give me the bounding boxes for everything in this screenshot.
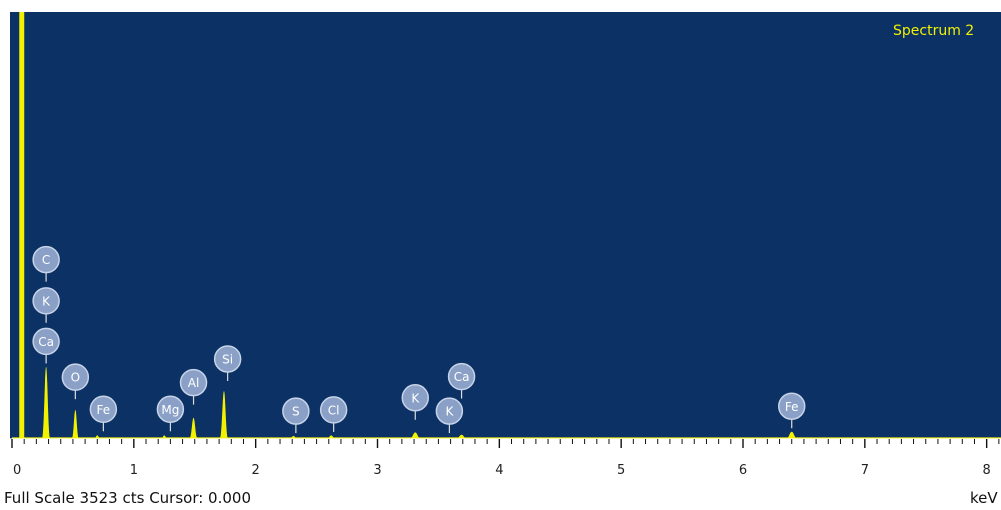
- element-label-s: S: [282, 397, 310, 434]
- spectrum-peak-2: [71, 409, 80, 439]
- x-axis-unit: keV: [970, 489, 998, 507]
- element-label-k: K: [32, 287, 60, 323]
- label-symbol: Ca: [38, 335, 54, 349]
- spectrum-peak-5: [189, 417, 198, 439]
- x-tick-label-1: 1: [130, 463, 138, 478]
- spectrum-peak-1: [41, 366, 51, 439]
- element-label-o: O: [61, 363, 90, 400]
- label-bubble: [213, 345, 242, 373]
- spectrum-peak-0: [19, 12, 25, 439]
- label-symbol: K: [411, 391, 420, 405]
- x-tick-label-3: 3: [373, 463, 381, 478]
- label-bubble: [777, 392, 806, 421]
- element-label-ca: Ca: [447, 362, 476, 399]
- status-bar-text: Full Scale 3523 cts Cursor: 0.000: [4, 489, 251, 507]
- label-symbol: C: [42, 253, 50, 267]
- x-tick-label-8: 8: [983, 463, 991, 478]
- plot-area[interactable]: [10, 12, 1001, 439]
- element-label-al: Al: [179, 368, 208, 405]
- x-tick-label-7: 7: [861, 463, 869, 478]
- label-symbol: Mg: [161, 403, 179, 417]
- element-label-si: Si: [213, 345, 242, 382]
- label-bubble: [32, 327, 60, 356]
- x-axis: 0123456789: [10, 438, 1001, 478]
- x-tick-label-5: 5: [617, 463, 625, 478]
- label-bubble: [156, 395, 185, 424]
- label-symbol: Ca: [454, 370, 470, 384]
- label-symbol: Fe: [785, 400, 799, 414]
- label-symbol: O: [71, 371, 80, 385]
- element-label-c: C: [32, 245, 60, 282]
- label-symbol: S: [292, 405, 300, 419]
- element-label-k: K: [401, 384, 430, 420]
- x-tick-label-2: 2: [252, 463, 260, 478]
- label-symbol: Al: [188, 376, 200, 390]
- label-symbol: Fe: [97, 403, 111, 417]
- spectrum-trace: [12, 12, 1001, 439]
- element-label-ca: Ca: [32, 327, 60, 364]
- label-bubble: [282, 397, 310, 425]
- x-tick-label-6: 6: [739, 463, 747, 478]
- label-bubble: [447, 362, 476, 391]
- element-label-mg: Mg: [156, 395, 185, 432]
- label-bubble: [89, 395, 118, 424]
- label-symbol: K: [445, 405, 454, 419]
- label-bubble: [32, 287, 60, 315]
- label-symbol: K: [42, 294, 51, 308]
- spectrum-peak-9: [409, 432, 422, 439]
- element-labels: C K Ca O Fe Mg Al Si S Cl K Ca K Fe: [32, 245, 806, 434]
- chart-title: Spectrum 2: [893, 23, 974, 39]
- label-bubble: [32, 245, 60, 274]
- element-label-fe: Fe: [89, 395, 118, 432]
- element-label-k: K: [435, 397, 464, 434]
- element-label-fe: Fe: [777, 392, 806, 429]
- spectrum-peak-6: [219, 391, 229, 439]
- label-bubble: [401, 384, 430, 412]
- element-label-cl: Cl: [319, 396, 348, 432]
- x-tick-label-0: 0: [13, 463, 21, 478]
- label-symbol: Cl: [328, 403, 340, 417]
- label-bubble: [435, 397, 464, 425]
- label-bubble: [319, 396, 348, 424]
- spectrum-peak-11: [785, 431, 798, 439]
- label-bubble: [61, 363, 90, 391]
- label-bubble: [179, 368, 208, 397]
- x-tick-label-4: 4: [495, 463, 503, 478]
- label-symbol: Si: [222, 353, 233, 367]
